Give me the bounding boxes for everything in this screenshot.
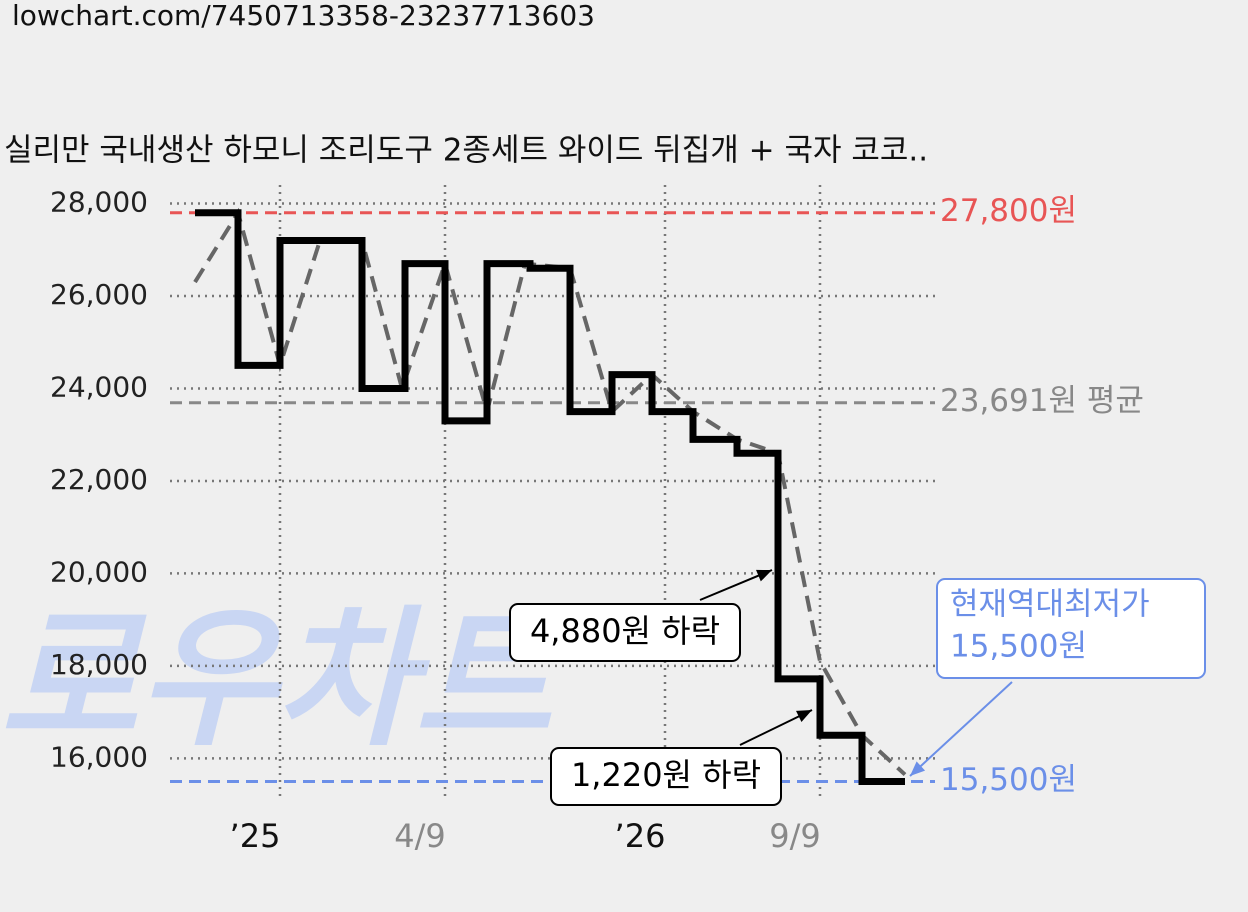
annotation-box bbox=[936, 578, 1206, 679]
x-tick-label: 4/9 bbox=[394, 817, 446, 855]
annotation-text: 1,220원 하락 bbox=[571, 756, 761, 794]
annotation-text: 15,500원 bbox=[950, 629, 1087, 665]
annotation-text: 4,880원 하락 bbox=[530, 612, 720, 650]
chart-title: 실리만 국내생산 하모니 조리도구 2종세트 와이드 뒤집개 + 국자 코코.. bbox=[4, 133, 928, 169]
x-tick-label: ’26 bbox=[615, 817, 666, 855]
y-tick-label: 24,000 bbox=[50, 370, 148, 403]
y-tick-label: 22,000 bbox=[50, 463, 148, 496]
y-tick-label: 16,000 bbox=[50, 740, 148, 773]
annotation-text: 현재역대최저가 bbox=[950, 587, 1150, 623]
arrow-head bbox=[756, 569, 772, 582]
x-tick-label: ’25 bbox=[230, 817, 281, 855]
annotation-arrow bbox=[909, 681, 1013, 777]
arrow-head bbox=[910, 761, 926, 776]
arrow-head bbox=[796, 710, 812, 723]
annotation-box bbox=[509, 603, 741, 662]
price-line bbox=[195, 209, 905, 786]
annotation-box bbox=[550, 747, 782, 806]
url: lowchart.com/7450713358-23237713603 bbox=[12, 0, 595, 32]
y-tick-label: 28,000 bbox=[50, 185, 148, 218]
y-tick-label: 26,000 bbox=[50, 278, 148, 311]
reference-label: 15,500원 bbox=[940, 762, 1077, 798]
y-tick-label: 20,000 bbox=[50, 555, 148, 588]
x-tick-label: 9/9 bbox=[769, 817, 821, 855]
reference-label: 27,800원 bbox=[940, 193, 1077, 229]
reference-label: 23,691원 평균 bbox=[940, 383, 1144, 419]
y-tick-label: 18,000 bbox=[50, 648, 148, 681]
